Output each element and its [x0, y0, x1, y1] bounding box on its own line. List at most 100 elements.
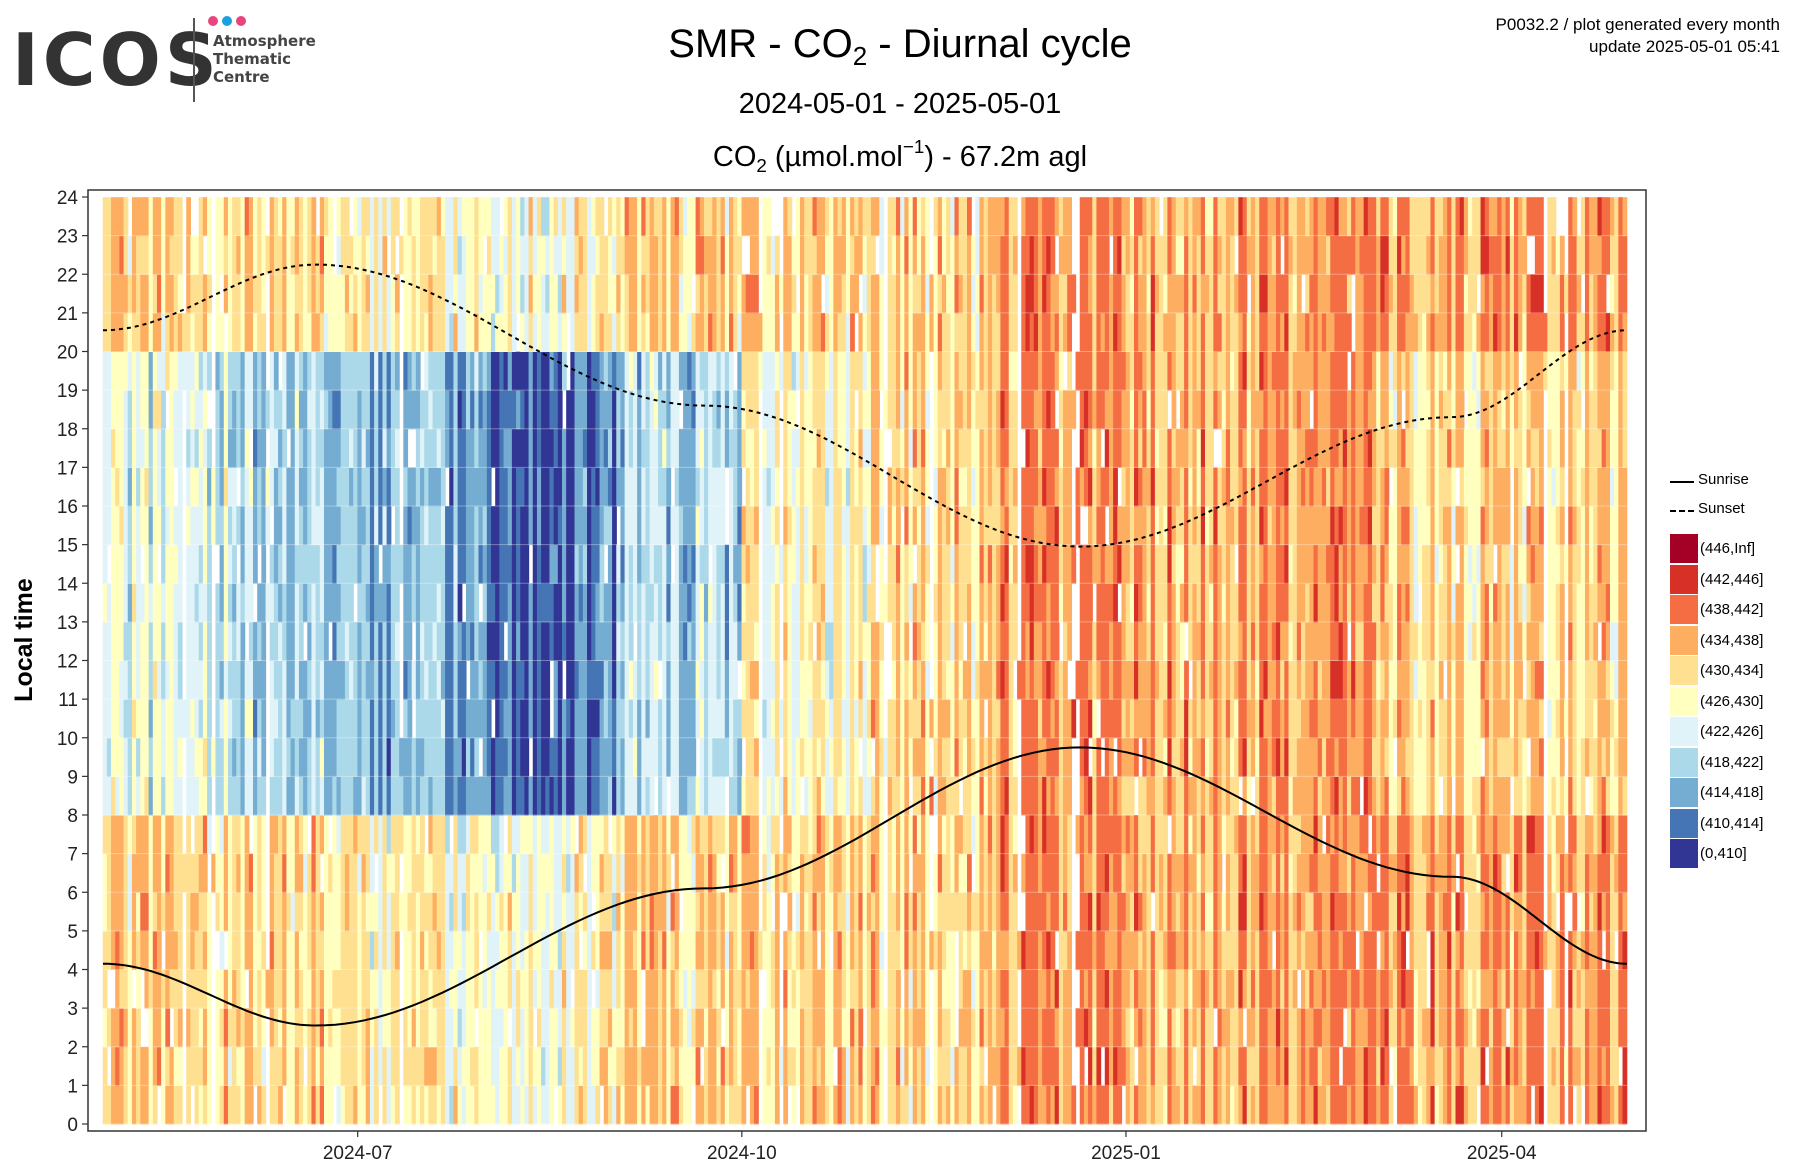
heatmap-cell — [720, 351, 726, 391]
heatmap-cell — [766, 1008, 772, 1048]
heatmap-cell — [967, 197, 972, 237]
heatmap-cell — [307, 544, 313, 584]
heatmap-cell — [971, 506, 976, 546]
heatmap-cell — [891, 660, 897, 700]
heatmap-cell — [432, 235, 438, 275]
heatmap-cell — [908, 235, 914, 275]
heatmap-cell — [595, 699, 601, 739]
heatmap-cell — [916, 351, 922, 391]
heatmap-cell — [937, 1008, 943, 1048]
heatmap-cell — [683, 274, 688, 314]
heatmap-cell — [820, 467, 826, 507]
heatmap-cell — [307, 312, 313, 353]
heatmap-cell — [624, 737, 630, 777]
heatmap-cell — [403, 815, 409, 855]
heatmap-cell — [687, 1008, 693, 1048]
heatmap-cell — [662, 467, 667, 507]
heatmap-cell — [315, 1085, 321, 1125]
heatmap-cell — [257, 235, 262, 275]
heatmap-cell — [357, 699, 363, 739]
heatmap-cell — [436, 892, 442, 932]
heatmap-cell — [1021, 660, 1027, 700]
heatmap-cell — [265, 583, 271, 623]
heatmap-cell — [745, 815, 751, 855]
heatmap-cell — [311, 930, 317, 971]
heatmap-cell — [323, 467, 329, 507]
heatmap-cell — [1004, 621, 1010, 662]
heatmap-cell — [678, 776, 684, 816]
heatmap-cell — [257, 815, 262, 855]
heatmap-cell — [975, 583, 981, 623]
heatmap-cell — [1004, 390, 1010, 430]
heatmap-cell — [937, 892, 943, 932]
heatmap-cell — [407, 583, 413, 623]
heatmap-cell — [900, 428, 905, 468]
heatmap-cell — [992, 428, 997, 468]
heatmap-cell — [912, 621, 918, 662]
heatmap-cell — [825, 506, 830, 546]
heatmap-cell — [190, 930, 196, 971]
heatmap-cell — [620, 621, 626, 662]
heatmap-cell — [662, 312, 667, 353]
heatmap-cell — [286, 660, 292, 700]
heatmap-cell — [549, 930, 555, 971]
heatmap-cell — [365, 274, 371, 314]
heatmap-cell — [286, 1008, 292, 1048]
heatmap-cell — [282, 312, 288, 353]
heatmap-cell — [1008, 737, 1014, 777]
heatmap-cell — [628, 892, 634, 932]
heatmap-cell — [532, 1085, 538, 1125]
heatmap-cell — [202, 428, 208, 468]
heatmap-cell — [896, 312, 901, 353]
heatmap-cell — [202, 197, 208, 237]
heatmap-cell — [808, 428, 814, 468]
heatmap-cell — [904, 737, 910, 777]
heatmap-cell — [662, 544, 667, 584]
heatmap-cell — [465, 1008, 471, 1048]
heatmap-cell — [987, 390, 993, 430]
heatmap-cell — [816, 892, 822, 932]
heatmap-cell — [445, 621, 450, 662]
heatmap-cell — [695, 351, 701, 391]
heatmap-cell — [716, 1008, 722, 1048]
heatmap-cell — [658, 428, 663, 468]
heatmap-cell — [720, 312, 726, 353]
heatmap-cell — [996, 235, 1001, 275]
heatmap-cell — [666, 815, 672, 855]
heatmap-cell — [812, 1008, 818, 1048]
heatmap-cell — [298, 776, 304, 816]
heatmap-cell — [470, 428, 475, 468]
heatmap-cell — [578, 506, 584, 546]
heatmap-cell — [169, 274, 175, 314]
heatmap-cell — [298, 1008, 304, 1048]
heatmap-cell — [161, 274, 166, 314]
heatmap-cell — [658, 351, 663, 391]
heatmap-cell — [298, 583, 304, 623]
heatmap-cell — [415, 1008, 421, 1048]
heatmap-cell — [198, 390, 204, 430]
heatmap-cell — [557, 737, 563, 777]
heatmap-cell — [720, 544, 726, 584]
heatmap-cell — [486, 660, 492, 700]
heatmap-cell — [1025, 1085, 1031, 1125]
heatmap-cell — [987, 892, 993, 932]
heatmap-cell — [891, 1046, 897, 1086]
heatmap-cell — [662, 660, 667, 700]
heatmap-cell — [328, 1085, 333, 1125]
heatmap-cell — [536, 853, 542, 893]
heatmap-cell — [900, 583, 905, 623]
heatmap-cell — [724, 737, 730, 777]
heatmap-cell — [223, 969, 229, 1009]
heatmap-cell — [632, 699, 638, 739]
heatmap-cell — [837, 197, 843, 237]
heatmap-cell — [486, 969, 492, 1009]
heatmap-cell — [102, 235, 108, 275]
heatmap-cell — [219, 583, 225, 623]
heatmap-cell — [223, 583, 229, 623]
heatmap-cell — [248, 699, 254, 739]
heatmap-cell — [653, 853, 659, 893]
heatmap-cell — [703, 506, 709, 546]
heatmap-cell — [574, 776, 580, 816]
heatmap-cell — [461, 930, 467, 971]
heatmap-cell — [837, 892, 843, 932]
